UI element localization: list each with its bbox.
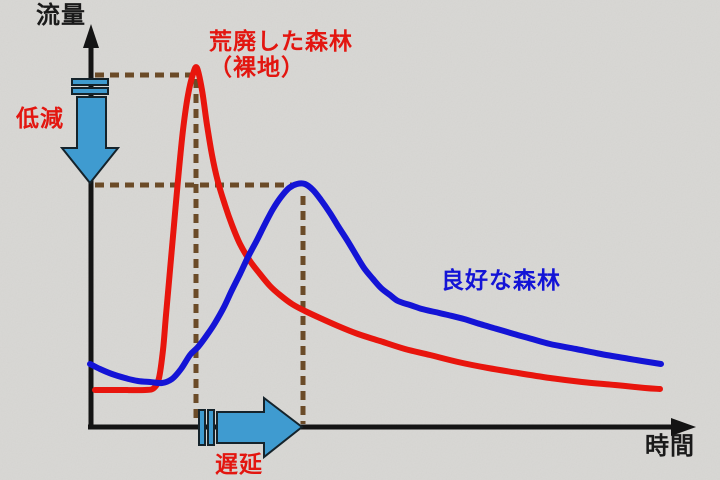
x-axis-label: 時間	[645, 432, 695, 460]
reduction-arrow-icon	[59, 78, 121, 185]
delay-label: 遅延	[215, 452, 263, 478]
y-axis-label: 流量	[36, 1, 86, 29]
healthy-forest-label: 良好な森林	[441, 268, 561, 294]
delay-arrow-icon	[198, 395, 304, 460]
degraded-forest-label: 荒廃した森林 （裸地）	[209, 29, 353, 82]
degraded-forest-label-line2: （裸地）	[209, 55, 305, 82]
degraded-forest-label-line1: 荒廃した森林	[209, 29, 353, 55]
flow-curves	[87, 64, 664, 394]
reduction-label: 低減	[16, 106, 64, 132]
dashed-guides	[95, 72, 306, 424]
